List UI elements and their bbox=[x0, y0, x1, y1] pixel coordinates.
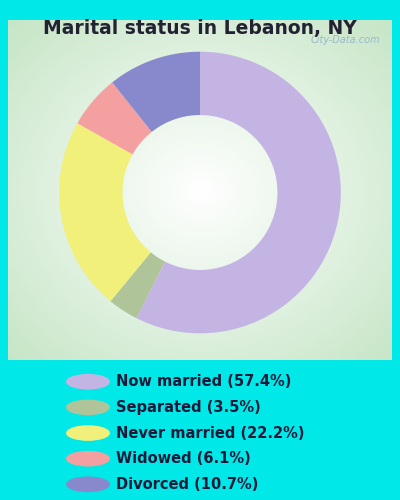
Circle shape bbox=[66, 451, 110, 466]
Circle shape bbox=[66, 476, 110, 492]
Circle shape bbox=[66, 425, 110, 441]
Text: Never married (22.2%): Never married (22.2%) bbox=[116, 426, 304, 440]
Text: Divorced (10.7%): Divorced (10.7%) bbox=[116, 477, 258, 492]
Circle shape bbox=[66, 400, 110, 415]
Polygon shape bbox=[110, 252, 165, 318]
Polygon shape bbox=[112, 52, 200, 132]
Text: Separated (3.5%): Separated (3.5%) bbox=[116, 400, 261, 415]
Text: City-Data.com: City-Data.com bbox=[311, 36, 380, 46]
Polygon shape bbox=[78, 82, 152, 154]
Polygon shape bbox=[59, 124, 151, 301]
Polygon shape bbox=[136, 52, 341, 334]
Text: Marital status in Lebanon, NY: Marital status in Lebanon, NY bbox=[43, 19, 357, 38]
Text: Widowed (6.1%): Widowed (6.1%) bbox=[116, 451, 251, 466]
Circle shape bbox=[66, 374, 110, 390]
Text: Now married (57.4%): Now married (57.4%) bbox=[116, 374, 291, 389]
